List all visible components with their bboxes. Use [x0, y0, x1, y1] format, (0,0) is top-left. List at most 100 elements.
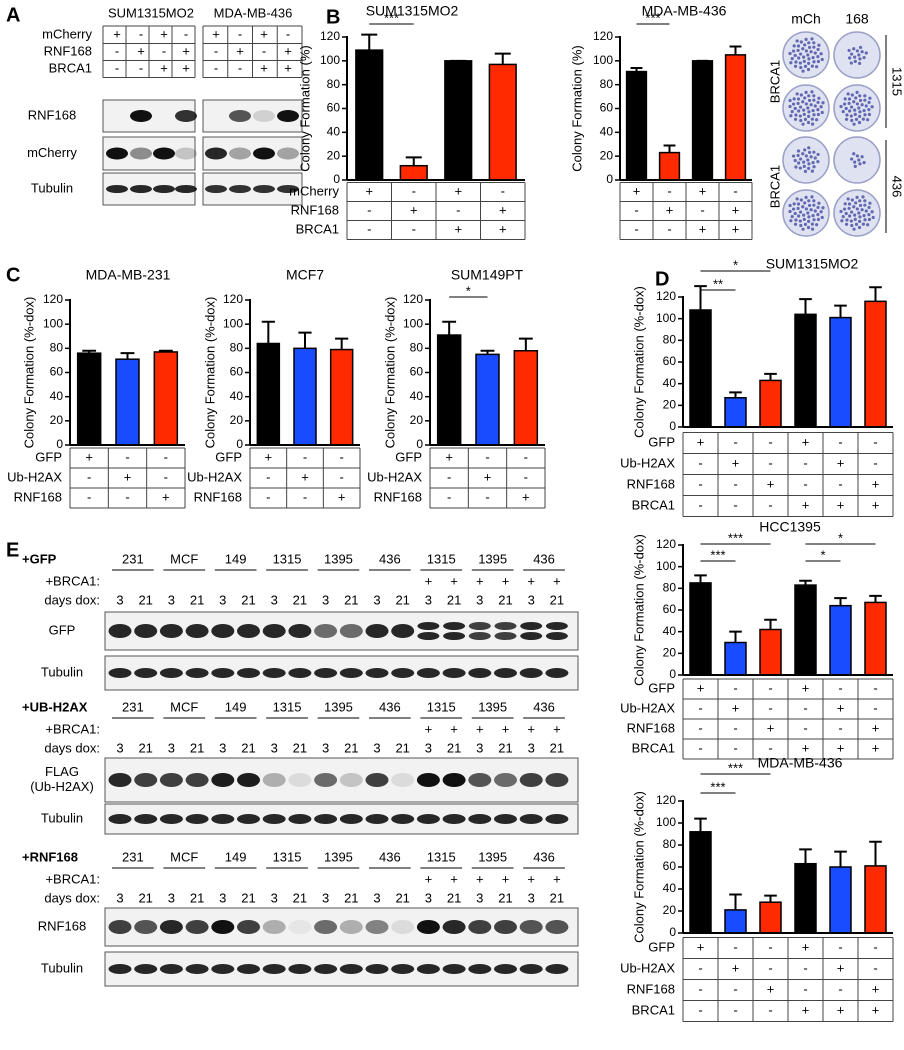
brca1-sign: +	[425, 871, 433, 886]
condition-sign: -	[162, 43, 166, 58]
blot-band	[185, 814, 209, 824]
colony	[857, 225, 862, 230]
condition-sign: -	[634, 202, 638, 217]
cell-line: 149	[225, 551, 247, 566]
blot-label: Tubulin	[41, 664, 83, 679]
blot-band	[442, 668, 466, 678]
days-value: 21	[293, 740, 307, 755]
colony	[807, 219, 811, 223]
blot-band	[365, 964, 389, 974]
colony	[799, 93, 803, 97]
condition-sign: +	[236, 43, 244, 58]
condition-sign: +	[499, 202, 507, 217]
condition-sign: +	[767, 981, 775, 996]
condition-sign: +	[699, 221, 707, 236]
condition-sign: -	[838, 939, 842, 954]
condition-sign: +	[454, 183, 462, 198]
colony	[852, 47, 856, 51]
days-value: 21	[241, 740, 255, 755]
condition-sign: -	[768, 1002, 772, 1017]
condition-sign: +	[499, 221, 507, 236]
days-value: 3	[528, 592, 535, 607]
group-title: +UB-H2AX	[22, 699, 88, 714]
error-bar	[729, 391, 742, 398]
condition-label: Ub-H2AX	[620, 455, 675, 470]
condition-sign: -	[698, 700, 702, 715]
condition-sign: -	[115, 60, 119, 75]
condition-sign: -	[803, 476, 807, 491]
condition-sign: +	[872, 476, 880, 491]
colony	[807, 199, 811, 203]
bar	[355, 49, 384, 181]
colony	[860, 208, 864, 212]
blot-band	[314, 624, 338, 638]
condition-sign: +	[260, 60, 268, 75]
condition-sign: -	[139, 60, 143, 75]
blot-band	[237, 773, 260, 787]
blot-band	[288, 624, 312, 638]
colony	[807, 114, 811, 118]
colony	[844, 117, 849, 121]
colony	[807, 146, 811, 150]
blot-band	[314, 920, 338, 934]
condition-sign: -	[501, 183, 505, 198]
blot-band	[108, 814, 132, 824]
condition-sign: -	[412, 183, 416, 198]
condition-sign: -	[339, 449, 343, 464]
colony	[788, 98, 792, 103]
colony	[847, 101, 851, 106]
colony	[857, 158, 861, 162]
colony	[854, 201, 858, 205]
y-tick-label: 0	[333, 172, 340, 186]
colony	[854, 222, 859, 226]
colony	[844, 211, 848, 216]
blot-band	[159, 668, 183, 678]
brca1-sign: +	[502, 721, 510, 736]
plate-group-label: BRCA1	[767, 165, 782, 208]
colony	[839, 104, 843, 109]
condition-sign: -	[485, 449, 489, 464]
colony	[807, 203, 812, 208]
y-axis-label: Colony Formation (%-dox)	[631, 286, 646, 438]
brca1-label: +BRCA1:	[45, 871, 100, 886]
blot-band	[130, 147, 152, 160]
colony	[855, 49, 859, 53]
colony	[789, 219, 793, 223]
colony	[858, 219, 862, 223]
bar	[658, 151, 681, 181]
cell-line: 436	[533, 849, 555, 864]
condition-sign: -	[838, 680, 842, 695]
blot-band	[277, 185, 299, 193]
colony	[864, 104, 868, 108]
y-tick-label: 100	[656, 311, 676, 325]
bar	[724, 641, 747, 676]
colony	[848, 56, 852, 60]
brca1-sign: +	[553, 721, 561, 736]
colony	[857, 120, 862, 125]
blot-band	[108, 668, 132, 678]
colony	[791, 154, 796, 158]
error-bar	[518, 337, 533, 351]
colony	[820, 110, 824, 115]
condition-sign: -	[634, 221, 638, 236]
colony	[803, 96, 807, 100]
y-tick-label: 120	[403, 292, 423, 306]
colony	[845, 113, 849, 117]
bar	[475, 353, 500, 446]
blot-band	[442, 964, 466, 974]
blot-band	[365, 668, 389, 678]
colony	[810, 122, 815, 126]
y-tick-label: 120	[43, 292, 63, 306]
colony	[799, 157, 803, 161]
condition-sign: +	[837, 700, 845, 715]
colony	[816, 159, 820, 164]
days-value: 21	[344, 740, 358, 755]
condition-label: RNF168	[194, 489, 242, 504]
condition-label: RNF168	[627, 720, 675, 735]
blot	[104, 757, 579, 803]
blot-band	[237, 964, 260, 974]
blot-band	[159, 920, 183, 934]
colony	[804, 90, 808, 95]
y-tick-label: 40	[230, 389, 244, 403]
colony	[816, 47, 820, 52]
